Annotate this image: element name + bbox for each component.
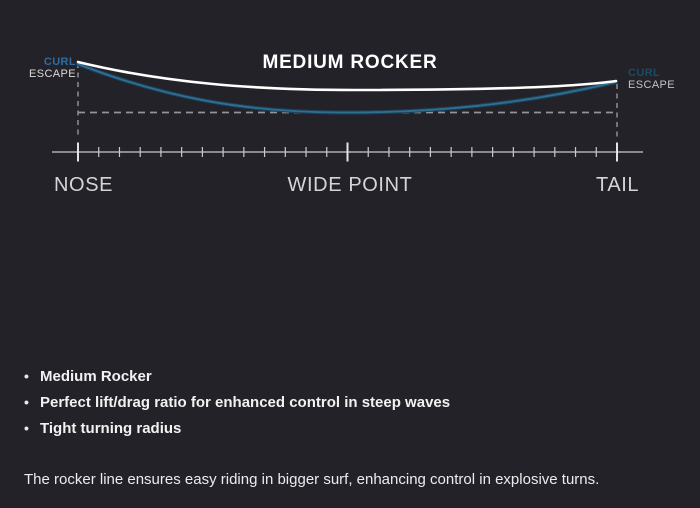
bullet-icon: • bbox=[24, 394, 29, 410]
feature-item: • Medium Rocker bbox=[24, 363, 664, 389]
tail-label: TAIL bbox=[596, 174, 640, 196]
feature-list: • Medium Rocker • Perfect lift/drag rati… bbox=[24, 363, 664, 441]
feature-text: Perfect lift/drag ratio for enhanced con… bbox=[40, 394, 451, 411]
curl-escape-annotation-left: CURL ESCAPE bbox=[0, 56, 76, 80]
ruler-ticks bbox=[77, 142, 618, 162]
deck-curve bbox=[76, 60, 618, 92]
bullet-icon: • bbox=[24, 368, 29, 384]
wide-point-label: WIDE POINT bbox=[287, 174, 413, 196]
curl-escape-annotation-right: CURL ESCAPE bbox=[628, 67, 700, 91]
escape-label-right: ESCAPE bbox=[628, 79, 676, 91]
feature-item: • Tight turning radius bbox=[24, 415, 664, 441]
feature-item: • Perfect lift/drag ratio for enhanced c… bbox=[24, 389, 664, 415]
escape-label-left: ESCAPE bbox=[28, 68, 76, 80]
curl-label-right: CURL bbox=[628, 67, 661, 79]
diagram-title: MEDIUM ROCKER bbox=[262, 52, 438, 73]
nose-label: NOSE bbox=[54, 174, 114, 196]
feature-text: Tight turning radius bbox=[40, 420, 182, 437]
rocker-curve bbox=[77, 63, 617, 114]
rocker-diagram bbox=[52, 60, 643, 162]
feature-text: Medium Rocker bbox=[40, 368, 152, 385]
curl-label-left: CURL bbox=[43, 56, 76, 68]
description-text: The rocker line ensures easy riding in b… bbox=[24, 471, 600, 488]
bullet-icon: • bbox=[24, 420, 29, 436]
